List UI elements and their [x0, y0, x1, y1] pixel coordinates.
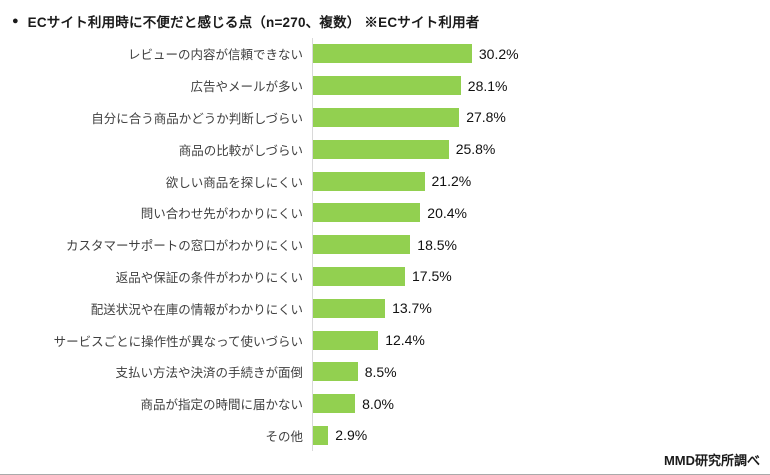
value-label: 27.8% — [466, 109, 506, 126]
chart-row: 商品の比較がしづらい 25.8% — [0, 133, 770, 166]
chart-row: 自分に合う商品かどうか判断しづらい 27.8% — [0, 101, 770, 134]
chart-row: レビューの内容が信頼できない 30.2% — [0, 38, 770, 70]
bar — [313, 394, 356, 414]
bullet-icon: ● — [12, 14, 19, 27]
bar-track: 13.7% — [312, 292, 770, 325]
chart-row: 商品が指定の時間に届かない 8.0% — [0, 387, 770, 420]
value-label: 28.1% — [467, 77, 508, 94]
value-label: 8.0% — [362, 395, 395, 412]
bar — [313, 171, 425, 191]
bar — [313, 235, 411, 255]
chart-row: 欲しい商品を探しにくい 21.2% — [0, 165, 770, 197]
bar — [313, 76, 461, 96]
value-label: 30.2% — [478, 45, 519, 62]
bar-chart: レビューの内容が信頼できない 30.2% 広告やメールが多い 28.1% 自分に合う商品… — [0, 38, 770, 452]
bar-track: 8.5% — [312, 355, 770, 388]
source-credit: MMD研究所調べ — [663, 453, 760, 468]
chart-row: カスタマーサポートの窓口がわかりにくい 18.5% — [0, 228, 770, 261]
bar-track: 25.8% — [312, 133, 770, 166]
bar — [313, 425, 329, 445]
bar-track: 8.0% — [312, 387, 770, 420]
bar-track: 21.2% — [312, 165, 770, 197]
chart-row: 広告やメールが多い 28.1% — [0, 69, 770, 102]
category-label: 配送状況や在庫の情報がわかりにくい — [90, 302, 303, 317]
category-label: 広告やメールが多い — [190, 80, 303, 95]
bar — [313, 139, 449, 159]
chart-row: サービスごとに操作性が異なって使いづらい 12.4% — [0, 324, 770, 356]
bar — [313, 330, 379, 350]
category-label: カスタマーサポートの窓口がわかりにくい — [65, 239, 303, 254]
category-label: 支払い方法や決済の手続きが面倒 — [115, 366, 303, 381]
bar-track: 20.4% — [312, 196, 770, 229]
bar-track: 17.5% — [312, 260, 770, 293]
bar — [313, 203, 421, 223]
category-label: 商品の比較がしづらい — [178, 143, 303, 158]
value-label: 8.5% — [364, 363, 397, 380]
bar-track: 18.5% — [312, 228, 770, 261]
category-label: 自分に合う商品かどうか判断しづらい — [91, 111, 303, 126]
chart-row: 配送状況や在庫の情報がわかりにくい 13.7% — [0, 292, 770, 325]
bar — [313, 107, 460, 127]
bar — [313, 362, 358, 382]
value-label: 17.5% — [412, 268, 452, 285]
bar — [313, 298, 386, 318]
value-label: 12.4% — [385, 332, 425, 349]
chart-row: 返品や保証の条件がわかりにくい 17.5% — [0, 260, 770, 293]
value-label: 18.5% — [417, 236, 457, 253]
chart-row: 支払い方法や決済の手続きが面倒 8.5% — [0, 355, 770, 388]
value-label: 2.9% — [335, 427, 368, 444]
bar-track: 12.4% — [312, 324, 770, 356]
category-label: 返品や保証の条件がわかりにくい — [115, 270, 303, 285]
bar-track: 30.2% — [312, 38, 770, 70]
category-label: 商品が指定の時間に届かない — [140, 398, 303, 413]
chart-row: 問い合わせ先がわかりにくい 20.4% — [0, 196, 770, 229]
category-label: 欲しい商品を探しにくい — [165, 175, 303, 190]
chart-row: その他 2.9% — [0, 419, 770, 452]
category-label: その他 — [265, 429, 303, 444]
category-label: サービスごとに操作性が異なって使いづらい — [53, 334, 303, 349]
chart-header: ● ECサイト利用時に不便だと感じる点（n=270、複数） ※ECサイト利用者 — [0, 0, 770, 31]
bar-track: 2.9% — [312, 419, 770, 452]
value-label: 25.8% — [455, 141, 496, 158]
value-label: 13.7% — [392, 300, 432, 317]
value-label: 21.2% — [431, 173, 472, 190]
chart-title: ECサイト利用時に不便だと感じる点（n=270、複数） ※ECサイト利用者 — [27, 15, 480, 30]
bar — [313, 266, 405, 286]
category-label: レビューの内容が信頼できない — [127, 48, 303, 63]
bar — [313, 44, 472, 64]
value-label: 20.4% — [427, 204, 467, 221]
bar-track: 27.8% — [312, 101, 770, 134]
category-label: 問い合わせ先がわかりにくい — [140, 207, 303, 222]
bar-track: 28.1% — [312, 69, 770, 102]
